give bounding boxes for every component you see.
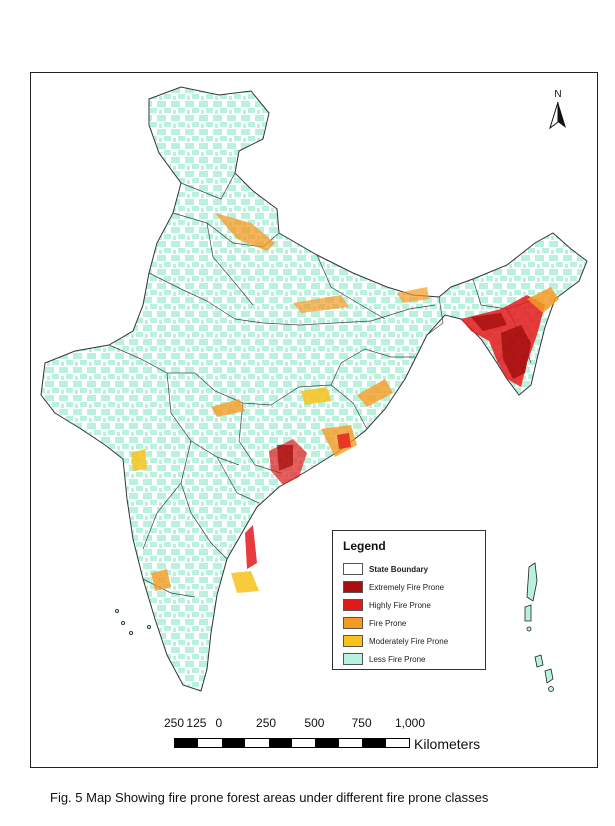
- lakshadweep-islands: [115, 609, 152, 636]
- legend-item: State Boundary: [343, 560, 485, 578]
- legend-swatch: [343, 653, 363, 665]
- scale-segment: [385, 739, 410, 747]
- india-fire-map: [40, 86, 588, 692]
- north-arrow: N: [544, 89, 572, 135]
- scale-tick-label: 125: [186, 716, 207, 730]
- legend-swatch: [343, 617, 363, 629]
- scale-segment: [362, 739, 386, 747]
- scale-bar-labels: 250 125 0 250 500 750 1,000: [0, 716, 615, 732]
- scale-tick-label: 1,000: [394, 716, 426, 730]
- legend-label: State Boundary: [369, 564, 429, 574]
- scale-segment: [245, 739, 269, 747]
- legend-label: Highly Fire Prone: [369, 600, 431, 610]
- scale-segment: [221, 739, 246, 747]
- scale-segment: [338, 739, 363, 747]
- legend-swatch: [343, 635, 363, 647]
- legend-label: Fire Prone: [369, 618, 407, 628]
- legend-swatch: [343, 599, 363, 611]
- legend-swatch: [343, 581, 363, 593]
- fire-hotspots: [131, 213, 559, 593]
- scale-segment: [315, 739, 339, 747]
- legend-item: Moderately Fire Prone: [343, 632, 485, 650]
- legend-item: Fire Prone: [343, 614, 485, 632]
- legend-label: Moderately Fire Prone: [369, 636, 449, 646]
- legend-swatch: [343, 563, 363, 575]
- north-arrow-icon: [549, 101, 566, 130]
- legend-title: Legend: [343, 539, 386, 553]
- legend-label: Less Fire Prone: [369, 654, 426, 664]
- scale-segment: [198, 739, 222, 747]
- scale-unit-label: Kilometers: [414, 736, 481, 752]
- figure-caption: Fig. 5 Map Showing fire prone forest are…: [50, 790, 489, 805]
- scale-tick-label: 250: [256, 716, 277, 730]
- scale-tick-label: 0: [215, 716, 223, 730]
- scale-tick-label: 750: [351, 716, 372, 730]
- scale-segment: [292, 739, 316, 747]
- legend-label: Extremely Fire Prone: [369, 582, 445, 592]
- scale-tick-label: 250: [163, 716, 185, 730]
- north-label: N: [554, 89, 562, 100]
- legend-item: Highly Fire Prone: [343, 596, 485, 614]
- map-frame: N: [30, 72, 598, 768]
- state-boundaries: [108, 172, 538, 598]
- scale-tick-label: 500: [304, 716, 325, 730]
- legend-item: Extremely Fire Prone: [343, 578, 485, 596]
- scale-segment: [175, 739, 199, 747]
- legend-items: State Boundary Extremely Fire Prone Highly…: [343, 560, 485, 668]
- andaman-nicobar-islands: [524, 562, 554, 692]
- legend-item: Less Fire Prone: [343, 650, 485, 668]
- scale-segment: [268, 739, 293, 747]
- map-legend: Legend State Boundary Extremely Fire Pron…: [332, 530, 486, 670]
- scale-bar: [174, 738, 410, 748]
